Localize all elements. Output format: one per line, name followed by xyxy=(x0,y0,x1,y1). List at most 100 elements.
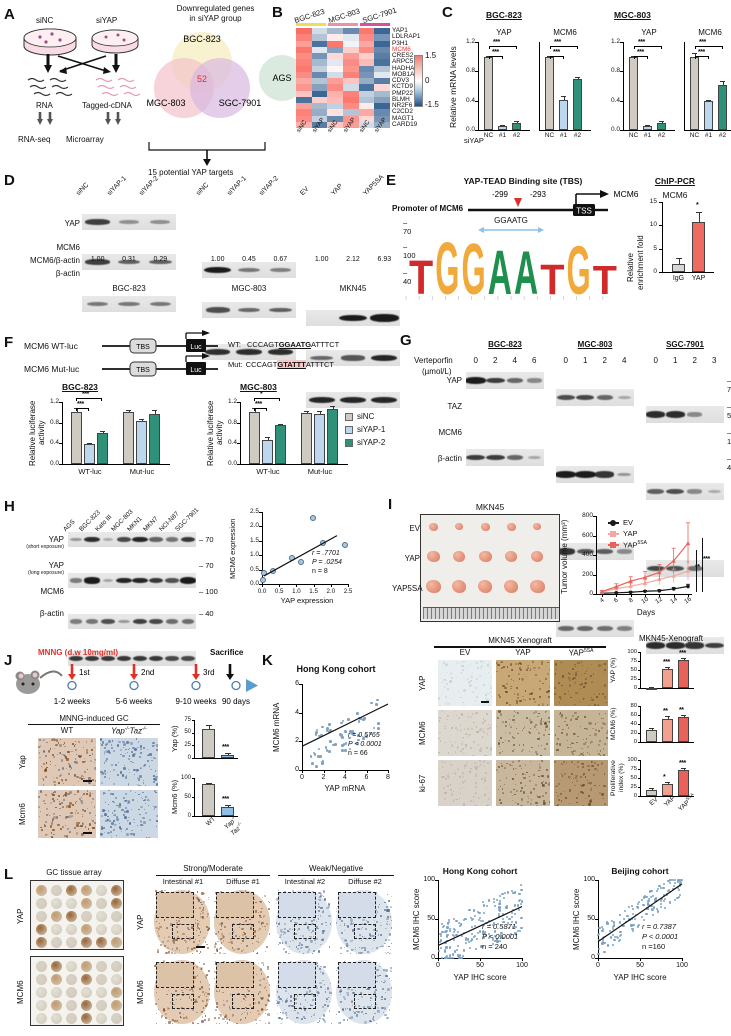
panel-label-j: J xyxy=(4,652,12,669)
panel-i-ihc-row: YAP xyxy=(418,660,427,706)
panel-i-ihc-col: EV xyxy=(438,648,492,657)
blot-band xyxy=(165,578,179,583)
svg-text:3rd: 3rd xyxy=(203,668,215,677)
ihc-core-image xyxy=(276,960,332,1024)
blot-band xyxy=(84,537,99,543)
x-axis xyxy=(194,758,238,759)
mw-marker: – 70 xyxy=(727,376,731,394)
svg-text:2nd: 2nd xyxy=(141,668,154,677)
error-cap xyxy=(665,782,670,783)
heatmap-grid xyxy=(296,28,390,128)
growth-ylabel: Tumor volume (mm³) xyxy=(560,516,569,598)
y-tick-label: 75 xyxy=(620,658,637,664)
panel-a-rna-label: RNA xyxy=(36,101,53,110)
blot-band xyxy=(236,349,261,355)
error-cap xyxy=(681,768,686,769)
y-tick xyxy=(59,402,62,403)
panel-l-scatter-title: Hong Kong cohort xyxy=(430,866,530,876)
scatter-stat-p: P < 0.0001 xyxy=(482,932,518,941)
bar xyxy=(136,421,147,464)
blot-strip xyxy=(202,262,296,278)
panel-g-dose: 2 xyxy=(595,356,615,365)
y-tick xyxy=(638,787,641,788)
panel-l-sample-label: Intestinal #2 xyxy=(276,877,334,886)
svg-text:Luc: Luc xyxy=(190,344,202,351)
y-tick xyxy=(475,130,478,131)
blot-band xyxy=(149,537,162,542)
sig-stars: *** xyxy=(699,39,706,46)
mut-pre: CCCAGT xyxy=(246,360,278,369)
ihc-image xyxy=(554,760,608,806)
mut-label: Mut: xyxy=(228,360,243,369)
ruler xyxy=(423,607,559,619)
sig-bracket xyxy=(634,56,648,59)
bar xyxy=(301,413,312,464)
bar xyxy=(221,755,234,758)
x-tick-label: #1 xyxy=(702,132,715,139)
panel-h-scatter: 0.0 0.5 1.0 1.5 2.0 2.5 0.0 0.5 1.0 1.5 2.0 2.5 r = … xyxy=(232,502,384,618)
scatter-stat-r: r = 0.5871 xyxy=(482,922,516,931)
legend-marker xyxy=(610,520,616,526)
error-cap xyxy=(514,121,519,122)
blot-band xyxy=(118,302,140,306)
panel-g-dose: 2 xyxy=(486,356,506,365)
blot-band xyxy=(116,578,131,584)
panel-c-gene-title: YAP xyxy=(478,28,530,37)
scatter-stat-n: n =160 xyxy=(642,942,665,951)
panel-j-treatment-label: MNNG (d.w 10mg/ml) xyxy=(38,648,118,657)
blot-lane-label: EV xyxy=(299,186,310,197)
tumor-nodule xyxy=(531,551,543,562)
blot-band xyxy=(556,471,576,478)
blot-band xyxy=(486,455,505,461)
sig-stars: ** xyxy=(695,564,699,571)
y-tick-label: 10 xyxy=(646,221,657,228)
panel-i-ihc-row: ki-67 xyxy=(418,760,427,806)
panel-c-charts: YAP 0.0 0.4 0.8 1.2 NC #1 #2 *** *** MCM6 NC #1 #2 ***… xyxy=(460,28,728,146)
blot-band xyxy=(371,355,397,361)
bar xyxy=(692,222,705,272)
panel-i-ihc-grid: EV YAP YAP5SA YAP MCM6 ki-67 xyxy=(416,648,611,808)
blot-band xyxy=(617,473,631,477)
blot-band xyxy=(103,579,114,582)
blot-band xyxy=(617,626,632,630)
svg-text:1-2 weeks: 1-2 weeks xyxy=(54,697,90,706)
panel-k-scatter: 024602468r = 0.5765 P < 0.0001 n = 66 YAP m… xyxy=(274,676,406,804)
sig-stars: * xyxy=(696,202,698,209)
panel-e-motif: GGAATG xyxy=(480,216,542,225)
y-tick xyxy=(192,797,195,798)
bar xyxy=(690,57,699,130)
blot-row-label: YAP xyxy=(14,219,80,228)
blot-cellline-label: MGC-803 xyxy=(202,284,296,293)
x-tick-label: 0 xyxy=(295,774,309,781)
y-tick xyxy=(475,71,478,72)
blot-strip xyxy=(646,406,724,423)
y-tick xyxy=(620,71,623,72)
x-tick-label: #1 xyxy=(557,132,570,139)
blot-band xyxy=(576,395,594,401)
blot-band xyxy=(370,314,399,322)
bar xyxy=(678,717,689,742)
quant-ylabel: Mcm6 (%) xyxy=(170,776,179,818)
ihc-image xyxy=(496,710,550,756)
tumor-nodule xyxy=(479,551,492,563)
scatter-xlabel: YAP IHC score xyxy=(438,973,522,982)
x-tick-label: #2 xyxy=(571,132,584,139)
scatter-ylabel: MCM6 mRNA xyxy=(272,684,281,770)
panel-f-construct2-label: MCM6 Mut-luc xyxy=(24,364,79,374)
error-cap xyxy=(139,419,144,420)
y-axis xyxy=(478,42,479,130)
x-tick-label: #2 xyxy=(716,132,729,139)
group-bar-2 xyxy=(328,23,358,26)
blot-band xyxy=(708,490,721,493)
blot-band xyxy=(182,619,195,624)
ihc-image xyxy=(438,710,492,756)
x-tick-label: #2 xyxy=(510,132,523,139)
panel-h-blots: AGS BGC-823 Kato III MGC-803 MKN1 MKN7 NCI-N87… xyxy=(14,502,224,620)
blot-band xyxy=(557,395,575,400)
panel-g-dose: 4 xyxy=(505,356,525,365)
panel-a-microarray-label: Microarray xyxy=(66,135,104,144)
y-tick-label: 25 xyxy=(620,676,637,682)
panel-l-array-row-label: MCM6 xyxy=(16,958,25,1026)
x-axis xyxy=(623,130,675,131)
y-tick-label: 0.8 xyxy=(461,67,475,74)
